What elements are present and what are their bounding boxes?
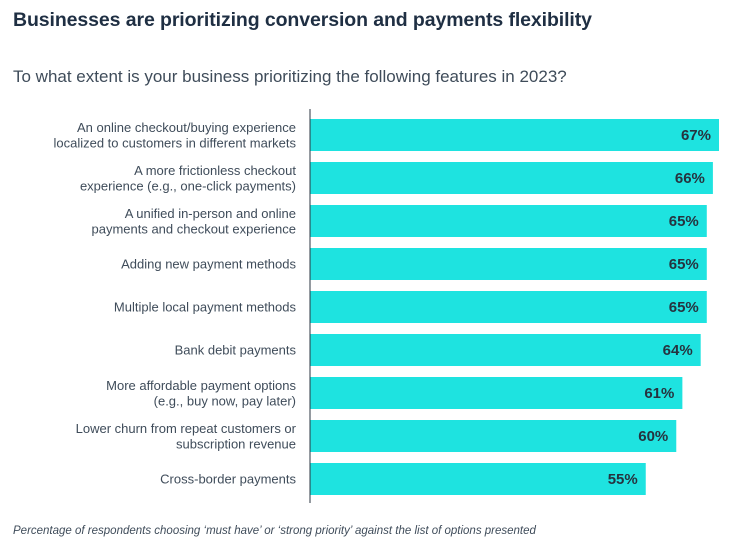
bars-group: 67% An online checkout/buying experience l… [53, 119, 719, 495]
chart-footnote: Percentage of respondents choosing ‘must… [13, 525, 536, 537]
bar-value-label: 61% [644, 385, 674, 402]
category-label: Lower churn from repeat customers or subs… [76, 421, 297, 452]
bar-value-label: 55% [608, 471, 638, 488]
chart-title: Businesses are prioritizing conversion a… [13, 9, 592, 31]
bar-6 [310, 334, 701, 366]
bar-3 [310, 205, 707, 237]
bar-8 [310, 420, 677, 452]
category-label: A unified in-person and online payments a… [91, 206, 296, 237]
bar-9 [310, 463, 646, 495]
bar-2 [310, 162, 713, 194]
bar-value-label: 64% [663, 342, 693, 359]
bar-value-label: 66% [675, 170, 705, 187]
category-label: Cross-border payments [160, 472, 296, 487]
category-label: More affordable payment options (e.g., bu… [106, 378, 296, 409]
category-label: Multiple local payment methods [114, 300, 297, 315]
category-label: An online checkout/buying experience loca… [53, 120, 296, 151]
bar-value-label: 60% [638, 428, 668, 445]
bar-value-label: 65% [669, 256, 699, 273]
bar-1 [310, 119, 719, 151]
bar-value-label: 65% [669, 213, 699, 230]
category-label: Adding new payment methods [121, 257, 296, 272]
chart-subtitle: To what extent is your business prioriti… [13, 67, 567, 86]
category-label: Bank debit payments [175, 343, 297, 358]
bar-4 [310, 248, 707, 280]
category-label: A more frictionless checkout experience (… [80, 163, 296, 194]
bar-7 [310, 377, 683, 409]
bar-5 [310, 291, 707, 323]
bar-value-label: 67% [681, 127, 711, 144]
bar-value-label: 65% [669, 299, 699, 316]
